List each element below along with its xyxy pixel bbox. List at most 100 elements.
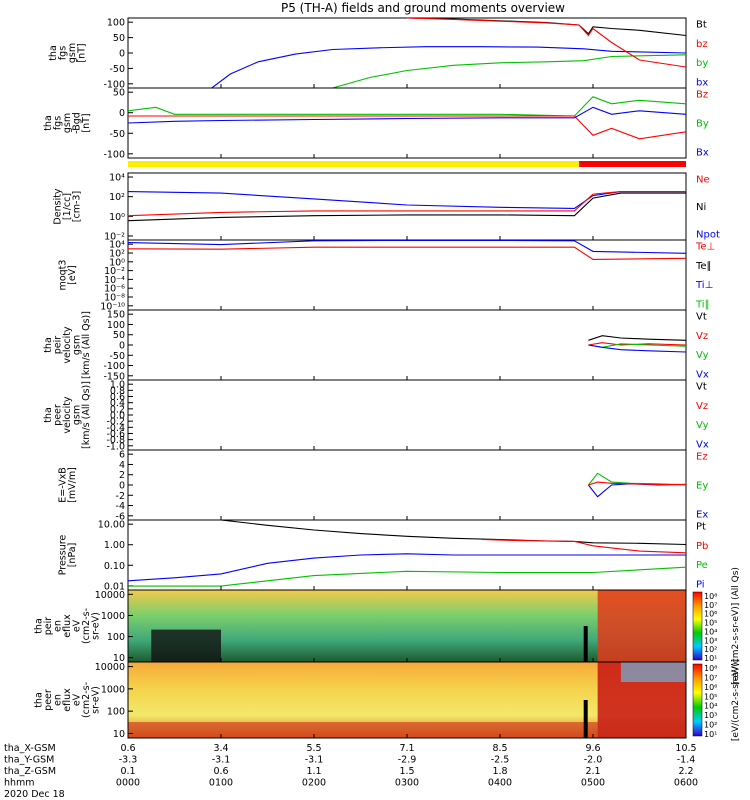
legend-label: Vz [696,331,708,342]
colorbar-tick-label: 10⁴ [704,702,717,711]
colorbar-label: [eV/(cm2-s-sr-eV)] [731,659,741,741]
y-tick-label: 0.8 [110,386,125,397]
series-group [128,191,686,222]
legend-label: Ey [696,481,708,492]
y-tick-label: 0.2 [110,404,125,415]
colorbar-label: [eV/(cm2-s-sr-eV)] (All Qs) [731,567,741,685]
y-tick-label: 4 [119,460,125,471]
panel-frame [127,239,687,311]
y-axis-label-line: tha [43,337,54,353]
panel-frame [127,449,687,521]
x-row-value: 0300 [395,778,419,789]
colorbar [692,663,703,737]
y-tick-label: -100 [103,149,125,160]
y-axis-label-line: gsm [62,113,73,133]
y-axis-label-line: gsm [67,43,78,63]
colorbar-tick-label: 10⁵ [704,619,717,628]
y-tick-label: 10000 [95,590,125,601]
series-line-Ni [128,192,686,222]
panel-frame [127,87,687,159]
y-tick-label: -0.4 [106,423,125,434]
colorbar-tick-label: 10² [704,645,717,654]
legend-label: Pi [696,580,705,591]
y-axis-label-line: E=-VxB [57,467,68,502]
series-line-Vx [588,344,686,353]
y-tick-label: 10⁰ [109,257,125,268]
colorbar-tick-label: 10¹ [704,730,717,739]
y-axis-label-line: (cm2-s- [81,682,92,718]
y-axis-label-line: [km/s (All Qs)] [81,311,92,379]
y-tick-label: -150 [103,371,125,382]
legend-label: Ne [696,175,710,186]
y-tick-label: 10⁻¹⁰ [100,301,125,312]
y-axis-label: moqt3[eV] [57,260,78,291]
y-tick-label: 1000 [101,611,125,622]
y-axis-label-line: en [53,620,64,632]
panel-frame [127,309,687,381]
y-tick-label: -6 [116,511,125,522]
series-line-Pe [128,566,686,587]
y-tick-label: 10⁴ [109,173,125,184]
series-line-Pi [128,553,686,582]
y-tick-label: -1.0 [106,441,125,452]
series-line-Te⊥ [128,246,686,260]
y-tick-label: 0.4 [110,398,125,409]
y-axis-label-line: peer [53,404,64,426]
y-tick-label: 10² [109,249,125,260]
legend-label: Pe [696,560,708,571]
y-tick-label: 10⁻⁴ [104,275,125,286]
series-line-By [128,96,686,117]
panel-frame [127,172,687,241]
x-row-label: tha_Z-GSM [4,766,56,777]
y-axis-label: Pressure[nPa] [57,535,78,576]
x-row-value: 0400 [488,778,512,789]
legend-label: Bz [696,90,708,101]
y-tick-label: 0 [119,49,125,60]
series-line-bz [406,18,686,68]
panel-frame [127,379,687,451]
x-row-value: -3.3 [119,755,138,766]
legend-label: Ni [696,202,706,213]
series-line-Pt [220,520,686,546]
y-tick-label: 10 [113,653,125,664]
y-tick-label: 0 [119,481,125,492]
y-axis-label-line: Density [53,188,64,224]
series-line-Vz [588,342,686,346]
y-axis-label-line: gsm [72,405,83,425]
x-row-value: -3.1 [305,755,324,766]
y-tick-label: 10⁰ [109,212,125,223]
series-line-Vt [588,335,686,341]
legend-label: Vy [696,420,709,431]
colorbar-tick-label: 10⁶ [704,610,717,619]
legend-label: By [696,119,709,130]
y-tick-label: 2 [119,470,125,481]
legend-label: Ez [696,452,708,463]
series-line-Ti⊥ [128,240,686,254]
y-tick-label: 10⁴ [109,240,125,251]
y-tick-label: 10000 [95,662,125,673]
y-axis-label-line: velocity [62,396,73,434]
y-tick-label: -100 [103,79,125,90]
y-axis-label-line: (cm2-s- [81,608,92,644]
y-tick-label: 1000 [101,684,125,695]
y-axis-label: Density[1/cc][cm-3] [53,188,83,224]
x-row-value: 3.4 [213,743,228,754]
x-row-value: 0100 [209,778,233,789]
legend-label: Te⊥ [695,242,715,253]
y-tick-label: 10⁻⁶ [104,284,125,295]
y-axis-label-line: -Bgd [72,112,83,134]
y-axis-label-line: tha [34,618,45,634]
y-tick-label: -2 [116,491,125,502]
y-tick-label: 1.0 [110,380,125,391]
y-tick-label: 10 [113,729,125,740]
panel-pressure: 10.00 1.00 0.10 0.01 Pressure[nPa] Pt Pb Pe Pi [57,519,708,592]
x-row-value: 0.1 [120,766,135,777]
legend-label: Bt [696,20,707,31]
